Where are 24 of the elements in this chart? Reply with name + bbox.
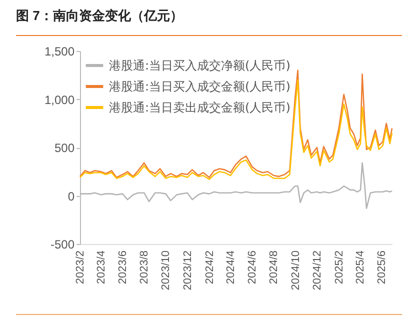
y-tick-label: 1,500 (44, 44, 75, 58)
x-tick-label: 2023/4 (95, 250, 108, 284)
legend-label: 港股通:当日买入成交金额(人民币) (109, 80, 290, 94)
x-tick-label: 2023/2 (74, 250, 86, 284)
x-tick-label: 2023/6 (116, 250, 129, 284)
x-tick-label: 2024/8 (268, 250, 280, 284)
y-tick-label: 500 (54, 141, 75, 155)
x-tick-label: 2025/4 (354, 250, 366, 284)
x-tick-label: 2024/12 (311, 250, 324, 290)
x-tick-label: 2023/12 (182, 250, 194, 290)
y-tick-label: 1,000 (44, 92, 75, 107)
x-tick-label: 2024/6 (246, 250, 259, 284)
x-tick-label: 2023/8 (138, 250, 151, 284)
legend-label: 港股通:当日买入成交净额(人民币) (109, 58, 290, 72)
x-tick-label: 2024/4 (225, 250, 238, 284)
y-tick-label: 0 (68, 189, 75, 204)
y-tick-label: -500 (50, 238, 75, 252)
x-tick-label: 2024/2 (204, 250, 216, 284)
chart-title: 图 7：南向资金变化（亿元） (16, 8, 183, 23)
x-tick-label: 2024/10 (290, 250, 302, 290)
x-tick-label: 2025/6 (376, 250, 388, 284)
x-tick-label: 2025/2 (333, 250, 346, 284)
legend-label: 港股通:当日卖出成交金额(人民币) (109, 100, 290, 114)
x-tick-label: 2023/10 (160, 250, 172, 290)
